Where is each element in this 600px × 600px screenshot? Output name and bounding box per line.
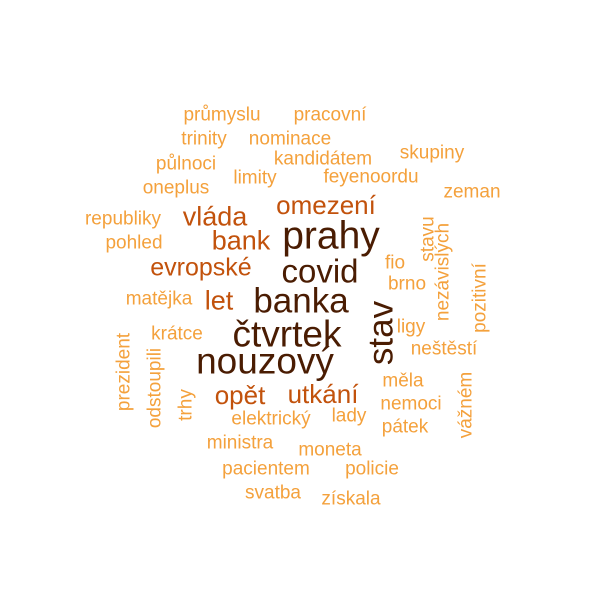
word-brno: brno (387, 273, 427, 295)
word-kandidatem: kandidátem (273, 148, 373, 170)
word-nominace: nominace (248, 128, 332, 150)
word-mela: měla (382, 370, 424, 392)
word-vaznem: vážném (455, 371, 477, 439)
word-vlada: vláda (182, 201, 248, 232)
word-pacientem: pacientem (222, 458, 310, 480)
word-trhy: trhy (175, 389, 197, 421)
word-omezeni: omezení (276, 190, 376, 220)
word-lady: lady (331, 405, 367, 427)
word-trinity: trinity (181, 128, 227, 150)
word-banka: banka (253, 281, 349, 321)
word-fio: fio (384, 252, 406, 274)
word-republiky: republiky (84, 208, 162, 230)
word-nezavislych: nezávislých (432, 222, 454, 322)
word-policie: policie (345, 458, 399, 480)
word-nemoci: nemoci (380, 393, 442, 415)
word-ctvrtek: čtvrtek (232, 313, 342, 355)
word-pracovni: pracovní (293, 104, 367, 126)
word-let: let (204, 285, 234, 316)
word-oneplus: oneplus (142, 177, 210, 199)
word-ligy: ligy (396, 316, 426, 338)
word-nouzovy: nouzový (196, 340, 334, 382)
word-ministra: ministra (206, 432, 274, 454)
word-elektricky: elektrický (231, 408, 311, 430)
word-covid: covid (281, 252, 359, 290)
word-nestesti: neštěstí (410, 338, 478, 360)
word-pohled: pohled (105, 232, 163, 254)
word-patek: pátek (381, 416, 429, 438)
word-odstoupili: odstoupili (144, 347, 166, 429)
word-opet: opět (214, 380, 266, 410)
word-prezident: prezident (113, 332, 135, 412)
word-limity: limity (233, 167, 277, 189)
word-skupiny: skupiny (399, 142, 465, 164)
word-matejka: matějka (125, 288, 193, 310)
word-moneta: moneta (298, 439, 362, 461)
word-svatba: svatba (245, 482, 301, 504)
word-evropske: evropské (150, 253, 252, 282)
word-utkani: utkání (287, 379, 359, 409)
word-bank: bank (211, 225, 271, 256)
word-feyenoordu: feyenoordu (323, 166, 419, 188)
word-kratce: krátce (151, 323, 203, 345)
word-zeman: zeman (443, 181, 501, 203)
word-prahy: prahy (282, 214, 380, 258)
word-stav: stav (361, 300, 401, 366)
word-ziskala: získala (321, 488, 381, 510)
word-pulnoci: půlnoci (155, 153, 217, 175)
word-prumyslu: průmyslu (183, 104, 261, 126)
word-pozitivni: pozitivní (469, 263, 491, 333)
